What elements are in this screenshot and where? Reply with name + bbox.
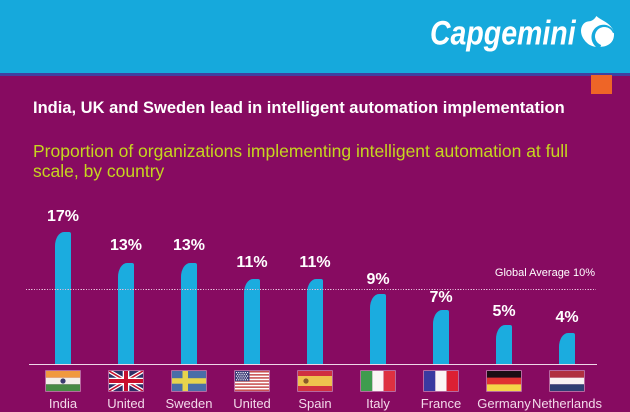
svg-text:Capgemini: Capgemini (430, 14, 577, 52)
